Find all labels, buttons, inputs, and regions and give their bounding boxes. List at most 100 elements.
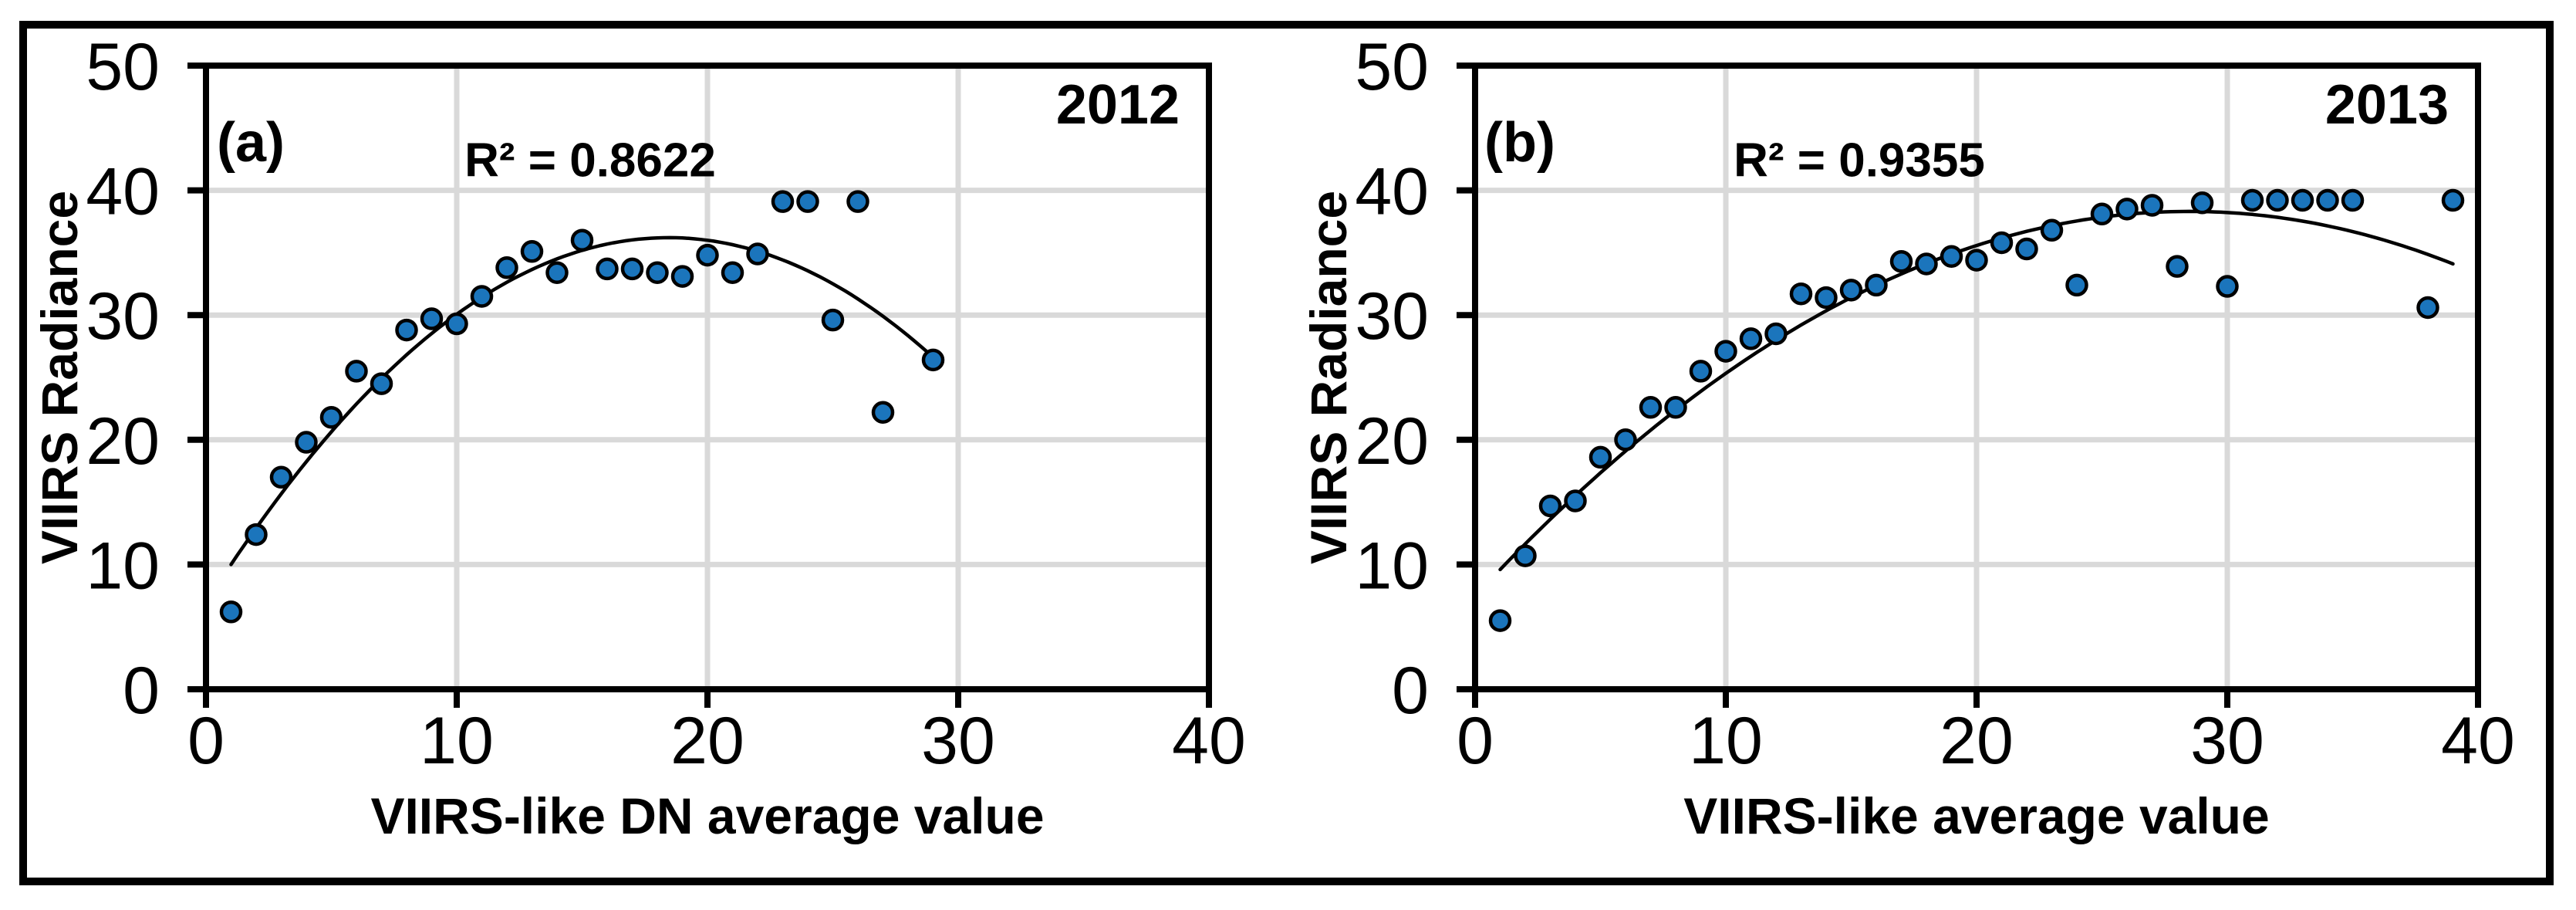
x-tick-label: 40: [1172, 704, 1246, 778]
data-point: [1614, 428, 1637, 452]
data-point: [1564, 489, 1587, 513]
data-point: [2341, 188, 2365, 212]
data-point: [1488, 609, 1512, 632]
data-point: [1664, 396, 1687, 419]
data-point: [846, 190, 869, 213]
r-squared-label-a: R² = 0.8622: [464, 134, 716, 188]
y-tick-label: 0: [123, 654, 160, 728]
data-point: [2240, 188, 2264, 212]
x-tick-label: 30: [921, 704, 995, 778]
data-point: [219, 600, 243, 624]
data-point: [269, 465, 293, 489]
data-point: [696, 243, 719, 267]
y-tick-label: 30: [86, 279, 160, 354]
data-point: [2115, 198, 2139, 221]
data-point: [570, 228, 594, 252]
data-point: [2065, 273, 2088, 297]
data-point: [1538, 494, 1562, 518]
trendline-curve: [1498, 209, 2455, 572]
trendline-curve: [229, 235, 935, 567]
data-point: [2266, 188, 2289, 212]
data-point: [2291, 188, 2314, 212]
x-tick-label: 10: [420, 704, 494, 778]
data-point: [2416, 296, 2439, 320]
y-tick-label: 50: [86, 30, 160, 104]
data-point: [245, 523, 268, 546]
data-point: [2166, 255, 2189, 278]
x-tick-label: 20: [1940, 704, 2014, 778]
y-axis-title-b: VIIRS Radiance: [1300, 190, 1357, 565]
data-point: [646, 261, 669, 285]
data-point: [2015, 237, 2038, 261]
data-point: [495, 256, 518, 279]
year-label-a: 2012: [1055, 74, 1180, 136]
data-point: [1639, 396, 1663, 419]
data-point: [620, 257, 644, 281]
y-tick-label: 20: [1355, 404, 1429, 479]
data-point: [370, 372, 393, 395]
data-point: [319, 405, 343, 429]
data-point: [796, 190, 819, 213]
x-tick-label: 0: [1457, 704, 1494, 778]
y-tick-label: 40: [1355, 155, 1429, 229]
data-point: [2090, 202, 2114, 226]
data-point: [746, 242, 769, 266]
data-point: [545, 261, 569, 285]
y-tick-label: 40: [86, 155, 160, 229]
x-axis-title-b: VIIRS-like average value: [1683, 787, 2270, 844]
r-squared-label-b: R² = 0.9355: [1734, 134, 1985, 188]
y-tick-label: 30: [1355, 279, 1429, 354]
data-point: [1789, 282, 1813, 306]
data-point: [1689, 360, 1713, 383]
data-point: [1990, 231, 2014, 255]
data-point: [1815, 286, 1838, 310]
data-point: [2040, 218, 2064, 242]
data-point: [1514, 544, 1537, 567]
data-point: [1839, 279, 1863, 302]
data-point: [2441, 188, 2465, 212]
x-tick-label: 0: [187, 704, 225, 778]
y-tick-label: 50: [1355, 30, 1429, 104]
data-point: [771, 190, 795, 213]
panel-label-a: (a): [217, 112, 285, 174]
data-point: [420, 307, 444, 330]
year-label-b: 2013: [2324, 74, 2449, 136]
data-point: [1865, 273, 1888, 297]
data-point: [2316, 188, 2339, 212]
panel-label-b: (b): [1484, 112, 1555, 174]
data-point: [470, 285, 494, 308]
x-axis-title-a: VIIRS-like DN average value: [370, 787, 1045, 844]
data-point: [1940, 245, 1963, 268]
y-axis-title-a: VIIRS Radiance: [31, 190, 88, 565]
x-tick-label: 20: [670, 704, 744, 778]
data-point: [1965, 249, 1988, 272]
x-tick-label: 40: [2441, 704, 2515, 778]
data-point: [295, 431, 318, 454]
data-point: [1764, 322, 1788, 346]
data-point: [1588, 445, 1612, 469]
data-point: [2190, 191, 2214, 215]
y-tick-label: 0: [1392, 654, 1429, 728]
data-point: [821, 308, 845, 332]
data-point: [596, 257, 619, 281]
data-point: [1739, 327, 1763, 350]
figure-border: [19, 21, 2554, 885]
data-point: [921, 348, 945, 372]
data-point: [2216, 275, 2239, 298]
data-point: [670, 265, 694, 288]
data-point: [871, 401, 895, 424]
x-tick-label: 30: [2190, 704, 2264, 778]
y-tick-label: 10: [86, 529, 160, 603]
x-tick-label: 10: [1689, 704, 1763, 778]
data-point: [1889, 249, 1913, 273]
data-point: [2140, 194, 2164, 217]
data-point: [445, 312, 468, 336]
y-tick-label: 20: [86, 404, 160, 479]
data-point: [721, 261, 744, 285]
data-point: [1915, 252, 1938, 276]
data-point: [395, 318, 418, 342]
data-point: [520, 240, 544, 263]
data-point: [345, 360, 368, 383]
